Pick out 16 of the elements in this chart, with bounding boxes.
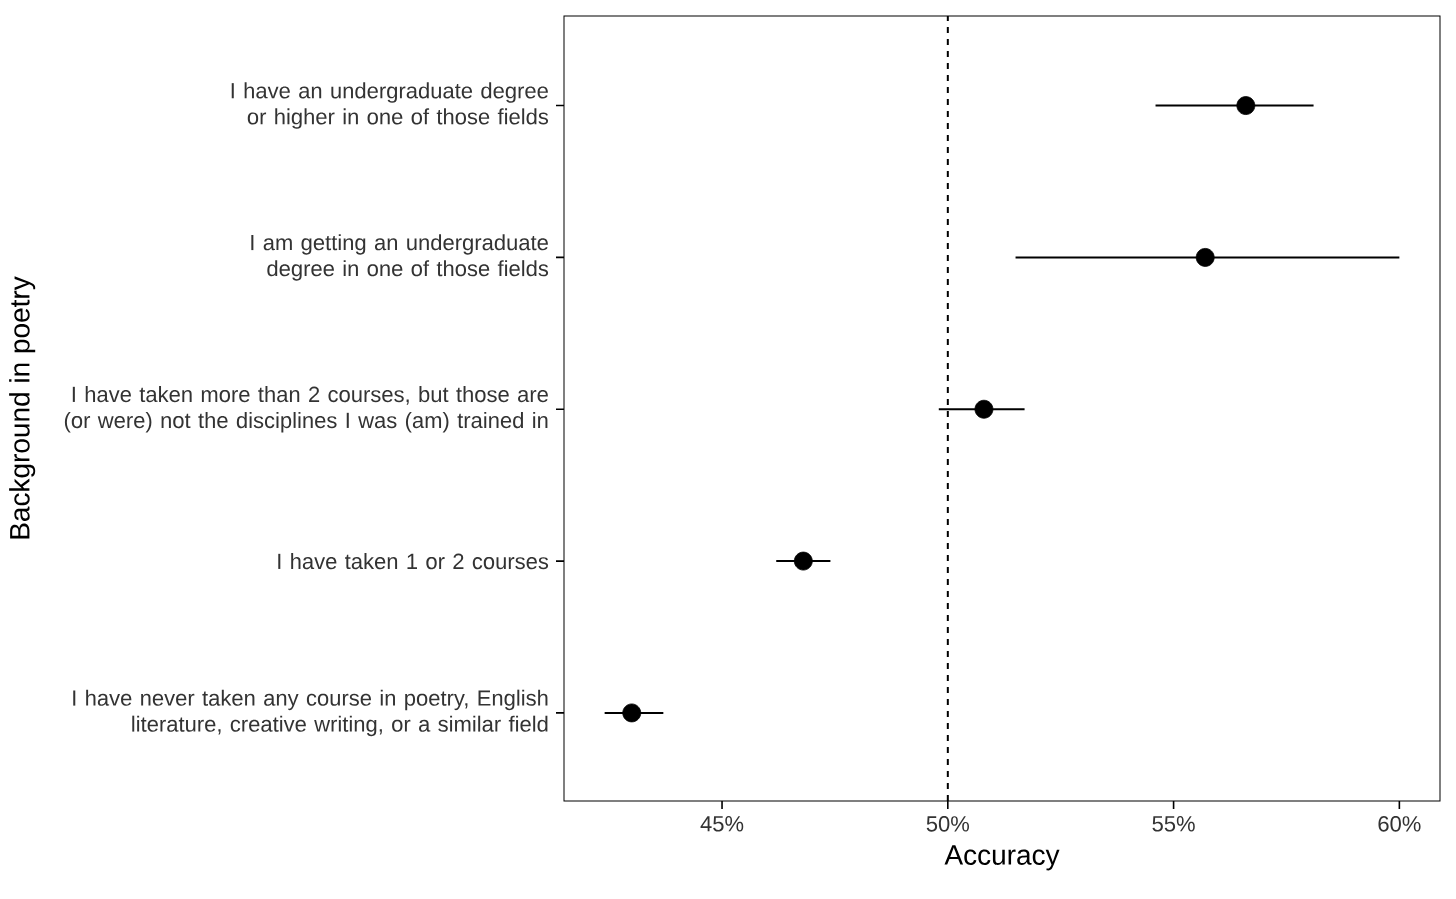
y-tick-label: I have taken more than 2 courses, but those are (or were) not the disciplines I was (am) trained in	[64, 386, 548, 433]
point	[974, 399, 994, 419]
x-axis-title: Accuracy	[944, 845, 1060, 871]
y-tick-label: I have an undergraduate degree or higher in one of those fields	[231, 82, 549, 129]
y-tick-label: I have never taken any course in poetry, English literature, creative writing, or a similar field	[73, 689, 548, 737]
x-tick-label: 60%	[1378, 816, 1421, 832]
point	[622, 703, 642, 723]
point	[1236, 96, 1256, 115]
point	[1195, 248, 1215, 267]
y-tick-label: I have taken 1 or 2 courses	[278, 553, 549, 570]
y-axis-title: Background in poetry	[9, 276, 36, 539]
y-tick-label: I am getting an undergraduate degree in one of those fields	[251, 234, 549, 281]
x-tick-label: 45%	[700, 816, 744, 832]
x-tick-label: 50%	[926, 816, 970, 832]
point	[793, 551, 813, 571]
x-tick-label: 55%	[1152, 816, 1195, 832]
